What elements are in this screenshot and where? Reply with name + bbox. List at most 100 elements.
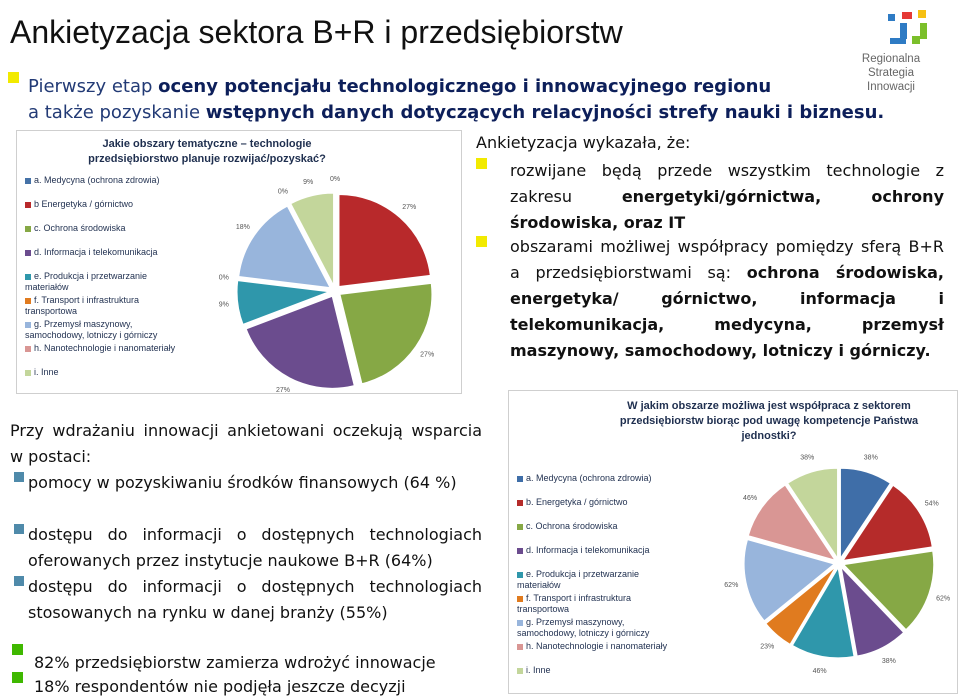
chart-2-data-label: 54% [925,501,939,508]
legend-label: c. Ochrona środowiska [34,223,126,233]
chart-2-plot: 38% 54% 62% 38% 46% 23% 62% 46% 38% [724,455,950,676]
chart-1-legend-item: i. Inne [25,367,185,378]
intro-l1-b: oceny potencjału technologicznego i inno… [158,76,772,97]
chart-1-legend-item: a. Medycyna (ochrona zdrowia) [25,175,185,186]
legend-swatch [517,619,523,626]
legend-label: e. Produkcja i przetwarzanie materiałów [25,271,148,292]
chart-2-legend-item: g. Przemysł maszynowy, samochodowy, lotn… [517,617,677,639]
chart-2-data-label: 23% [760,643,774,650]
legend-swatch [517,499,523,506]
legend-swatch [25,297,31,304]
chart-2-slice [743,539,836,622]
findings-item-1-bold: energetyki/górnictwa, ochrony środowiska… [510,187,944,232]
chart-1-slice [238,205,331,289]
chart-2-slice [787,467,839,560]
chart-1-data-label: 0% [278,189,288,196]
chart-2-slice [839,467,891,560]
legend-label: f. Transport i infrastruktura transporto… [517,593,632,614]
chart-1-data-label: 27% [420,351,434,358]
intro-l2-a: a także pozyskanie [28,102,206,123]
summary-bullet-2 [12,672,23,683]
legend-label: f. Transport i infrastruktura transporto… [25,295,140,316]
findings-item-2-plain: obszarami możliwej współpracy pomiędzy s… [510,237,944,282]
chart-1-data-label: 9% [219,301,229,308]
chart-1-data-label: 27% [276,387,290,393]
chart-2-data-label: 62% [936,595,950,602]
chart-2-slice [765,566,837,646]
chart-2-slice [791,566,855,659]
chart-1-legend-item: h. Nanotechnologie i nanomateriały [25,343,185,354]
chart-2-legend-item: a. Medycyna (ochrona zdrowia) [517,473,677,484]
support-item-2: dostępu do informacji o dostępnych techn… [28,525,482,570]
legend-swatch [517,643,523,650]
chart-2-title: W jakim obszarze możliwa jest współpraca… [619,400,919,442]
legend-swatch [25,321,31,328]
chart-1-data-label: 27% [402,204,416,211]
chart-2: W jakim obszarze możliwa jest współpraca… [508,390,958,694]
legend-swatch [25,201,31,208]
chart-1-slice [236,280,330,325]
chart-2-data-label: 62% [724,582,738,589]
legend-swatch [25,273,31,280]
legend-label: h. Nanotechnologie i nanomateriały [526,641,668,651]
chart-1-legend-item: b Energetyka / górnictwo [25,199,185,210]
legend-label: d. Informacja i telekomunikacja [34,247,158,257]
legend-swatch [25,249,31,256]
support-item-1: pomocy w pozyskiwaniu środków finansowyc… [28,473,457,492]
legend-swatch [25,345,31,352]
chart-1-legend-item: d. Informacja i telekomunikacja [25,247,185,258]
chart-2-data-label: 46% [743,495,757,502]
summary-bullet-1 [12,644,23,655]
chart-2-legend-item: d. Informacja i telekomunikacja [517,545,677,556]
chart-2-slice [840,565,905,657]
legend-label: g. Przemysł maszynowy, samochodowy, lotn… [25,319,158,340]
legend-label: e. Produkcja i przetwarzanie materiałów [517,569,640,590]
chart-1-legend-item: f. Transport i infrastruktura transporto… [25,295,185,317]
findings-item-1: rozwijane będą przede wszystkim technolo… [510,158,944,236]
findings-bullet-1 [476,158,487,169]
chart-1-data-label: 9% [303,179,313,186]
summary-line-1: 82% przedsiębiorstw zamierza wdrożyć inn… [34,653,436,672]
legend-label: a. Medycyna (ochrona zdrowia) [526,473,652,483]
legend-swatch [25,177,31,184]
chart-1-slice [245,295,355,389]
logo-line-3: Innowacji [867,81,915,93]
support-item-3: dostępu do informacji o dostępnych techn… [28,577,482,622]
legend-label: a. Medycyna (ochrona zdrowia) [34,175,160,185]
legend-label: i. Inne [34,367,59,377]
support-intro: Przy wdrażaniu innowacji ankietowani ocz… [10,421,482,466]
chart-2-legend-item: b. Energetyka / górnictwo [517,497,677,508]
chart-2-legend-item: f. Transport i infrastruktura transporto… [517,593,677,615]
legend-label: b. Energetyka / górnictwo [526,497,628,507]
chart-2-legend-item: h. Nanotechnologie i nanomateriały [517,641,677,652]
chart-1-data-label: 18% [236,224,250,231]
support-bullet-3 [14,576,24,586]
chart-2-legend-item: e. Produkcja i przetwarzanie materiałów [517,569,677,591]
chart-1-data-label: 0% [219,274,229,281]
chart-2-data-label: 38% [800,455,814,462]
chart-2-data-label: 38% [882,658,896,665]
logo-line-1: Regionalna [861,53,921,65]
chart-2-slice [842,484,933,561]
findings-item-1-plain: rozwijane będą przede wszystkim technolo… [510,161,944,206]
intro-bullet [8,72,19,83]
legend-swatch [517,595,523,602]
intro-l2-b: wstępnych danych dotyczących relacyjnośc… [205,102,885,123]
chart-2-data-label: 46% [813,668,827,675]
legend-label: c. Ochrona środowiska [526,521,618,531]
legend-swatch [25,369,31,376]
chart-1-slice [339,282,433,385]
summary-line-2: 18% respondentów nie podjęła jeszcze dec… [34,677,406,696]
chart-2-data-label: 38% [864,455,878,462]
legend-swatch [25,225,31,232]
legend-swatch [517,571,523,578]
legend-swatch [517,667,523,674]
chart-1-legend-item: e. Produkcja i przetwarzanie materiałów [25,271,185,293]
chart-1: Jakie obszary tematyczne – technologie p… [16,130,462,394]
chart-1-legend-item: g. Przemysł maszynowy, samochodowy, lotn… [25,319,185,341]
findings-bullet-2 [476,236,487,247]
rsi-logo-icon [888,10,927,44]
findings-heading: Ankietyzacja wykazała, że: [476,133,691,152]
support-bullet-1 [14,472,24,482]
legend-label: i. Inne [526,665,551,675]
